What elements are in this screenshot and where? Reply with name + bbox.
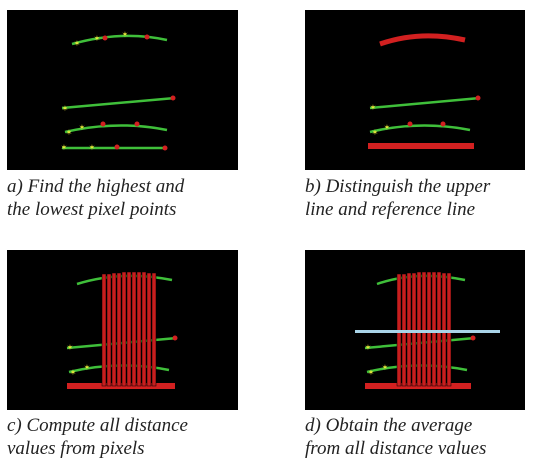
svg-text:✶: ✶ [84, 363, 91, 372]
caption-d-line1: d) Obtain the average [305, 415, 473, 436]
svg-text:✶: ✶ [79, 123, 86, 132]
svg-text:✶: ✶ [74, 39, 81, 48]
svg-text:✶: ✶ [122, 30, 129, 39]
pixel-markers: ✶ ✶ ✶ [365, 335, 476, 377]
figure-panel-d: ✶ ✶ ✶ [305, 250, 525, 410]
caption-d-line2: from all distance values [305, 438, 487, 459]
svg-text:✶: ✶ [384, 123, 391, 132]
detected-lines [368, 33, 481, 149]
caption-b-line1: b) Distinguish the upper [305, 176, 491, 197]
caption-a: a) Find the highest and the lowest pixel… [7, 175, 184, 221]
caption-b-line2: line and reference line [305, 199, 476, 220]
svg-text:✶: ✶ [368, 368, 375, 377]
svg-text:✶: ✶ [370, 103, 377, 112]
caption-b: b) Distinguish the upper line and refere… [305, 175, 490, 221]
caption-a-line1: a) Find the highest and [7, 176, 185, 197]
caption-a-line2: the lowest pixel points [7, 199, 177, 220]
caption-d: d) Obtain the average from all distance … [305, 414, 486, 460]
svg-text:✶: ✶ [66, 128, 73, 137]
panel-a-image: ✶ ✶ ✶ ✶ ✶ ✶ ✶ ✶ [61, 30, 176, 152]
figure-panel-a: ✶ ✶ ✶ ✶ ✶ ✶ ✶ ✶ [7, 10, 238, 170]
svg-text:✶: ✶ [67, 343, 74, 352]
svg-text:✶: ✶ [61, 143, 68, 152]
caption-c-line1: c) Compute all distance [7, 415, 188, 436]
figure-panel-b: ✶ ✶ ✶ [305, 10, 525, 170]
pixel-markers: ✶ ✶ ✶ [67, 335, 178, 377]
svg-text:✶: ✶ [62, 104, 69, 113]
panel-c-image: ✶ ✶ ✶ [67, 271, 178, 389]
figure-panel-c: ✶ ✶ ✶ [7, 250, 238, 410]
svg-text:✶: ✶ [372, 128, 379, 137]
svg-text:✶: ✶ [94, 34, 101, 43]
pixel-markers: ✶ ✶ ✶ [370, 95, 481, 137]
detected-lines [61, 34, 176, 150]
panel-b-image: ✶ ✶ ✶ [368, 33, 481, 149]
average-distance-line [355, 330, 500, 333]
distance-bars [396, 271, 452, 387]
svg-text:✶: ✶ [89, 143, 96, 152]
panel-d-image: ✶ ✶ ✶ [355, 271, 500, 389]
caption-c: c) Compute all distance values from pixe… [7, 414, 188, 460]
svg-text:✶: ✶ [382, 363, 389, 372]
distance-bars [101, 271, 157, 387]
svg-text:✶: ✶ [70, 368, 77, 377]
caption-c-line2: values from pixels [7, 438, 145, 459]
pixel-markers: ✶ ✶ ✶ ✶ ✶ ✶ ✶ ✶ [61, 30, 176, 152]
svg-text:✶: ✶ [365, 343, 372, 352]
